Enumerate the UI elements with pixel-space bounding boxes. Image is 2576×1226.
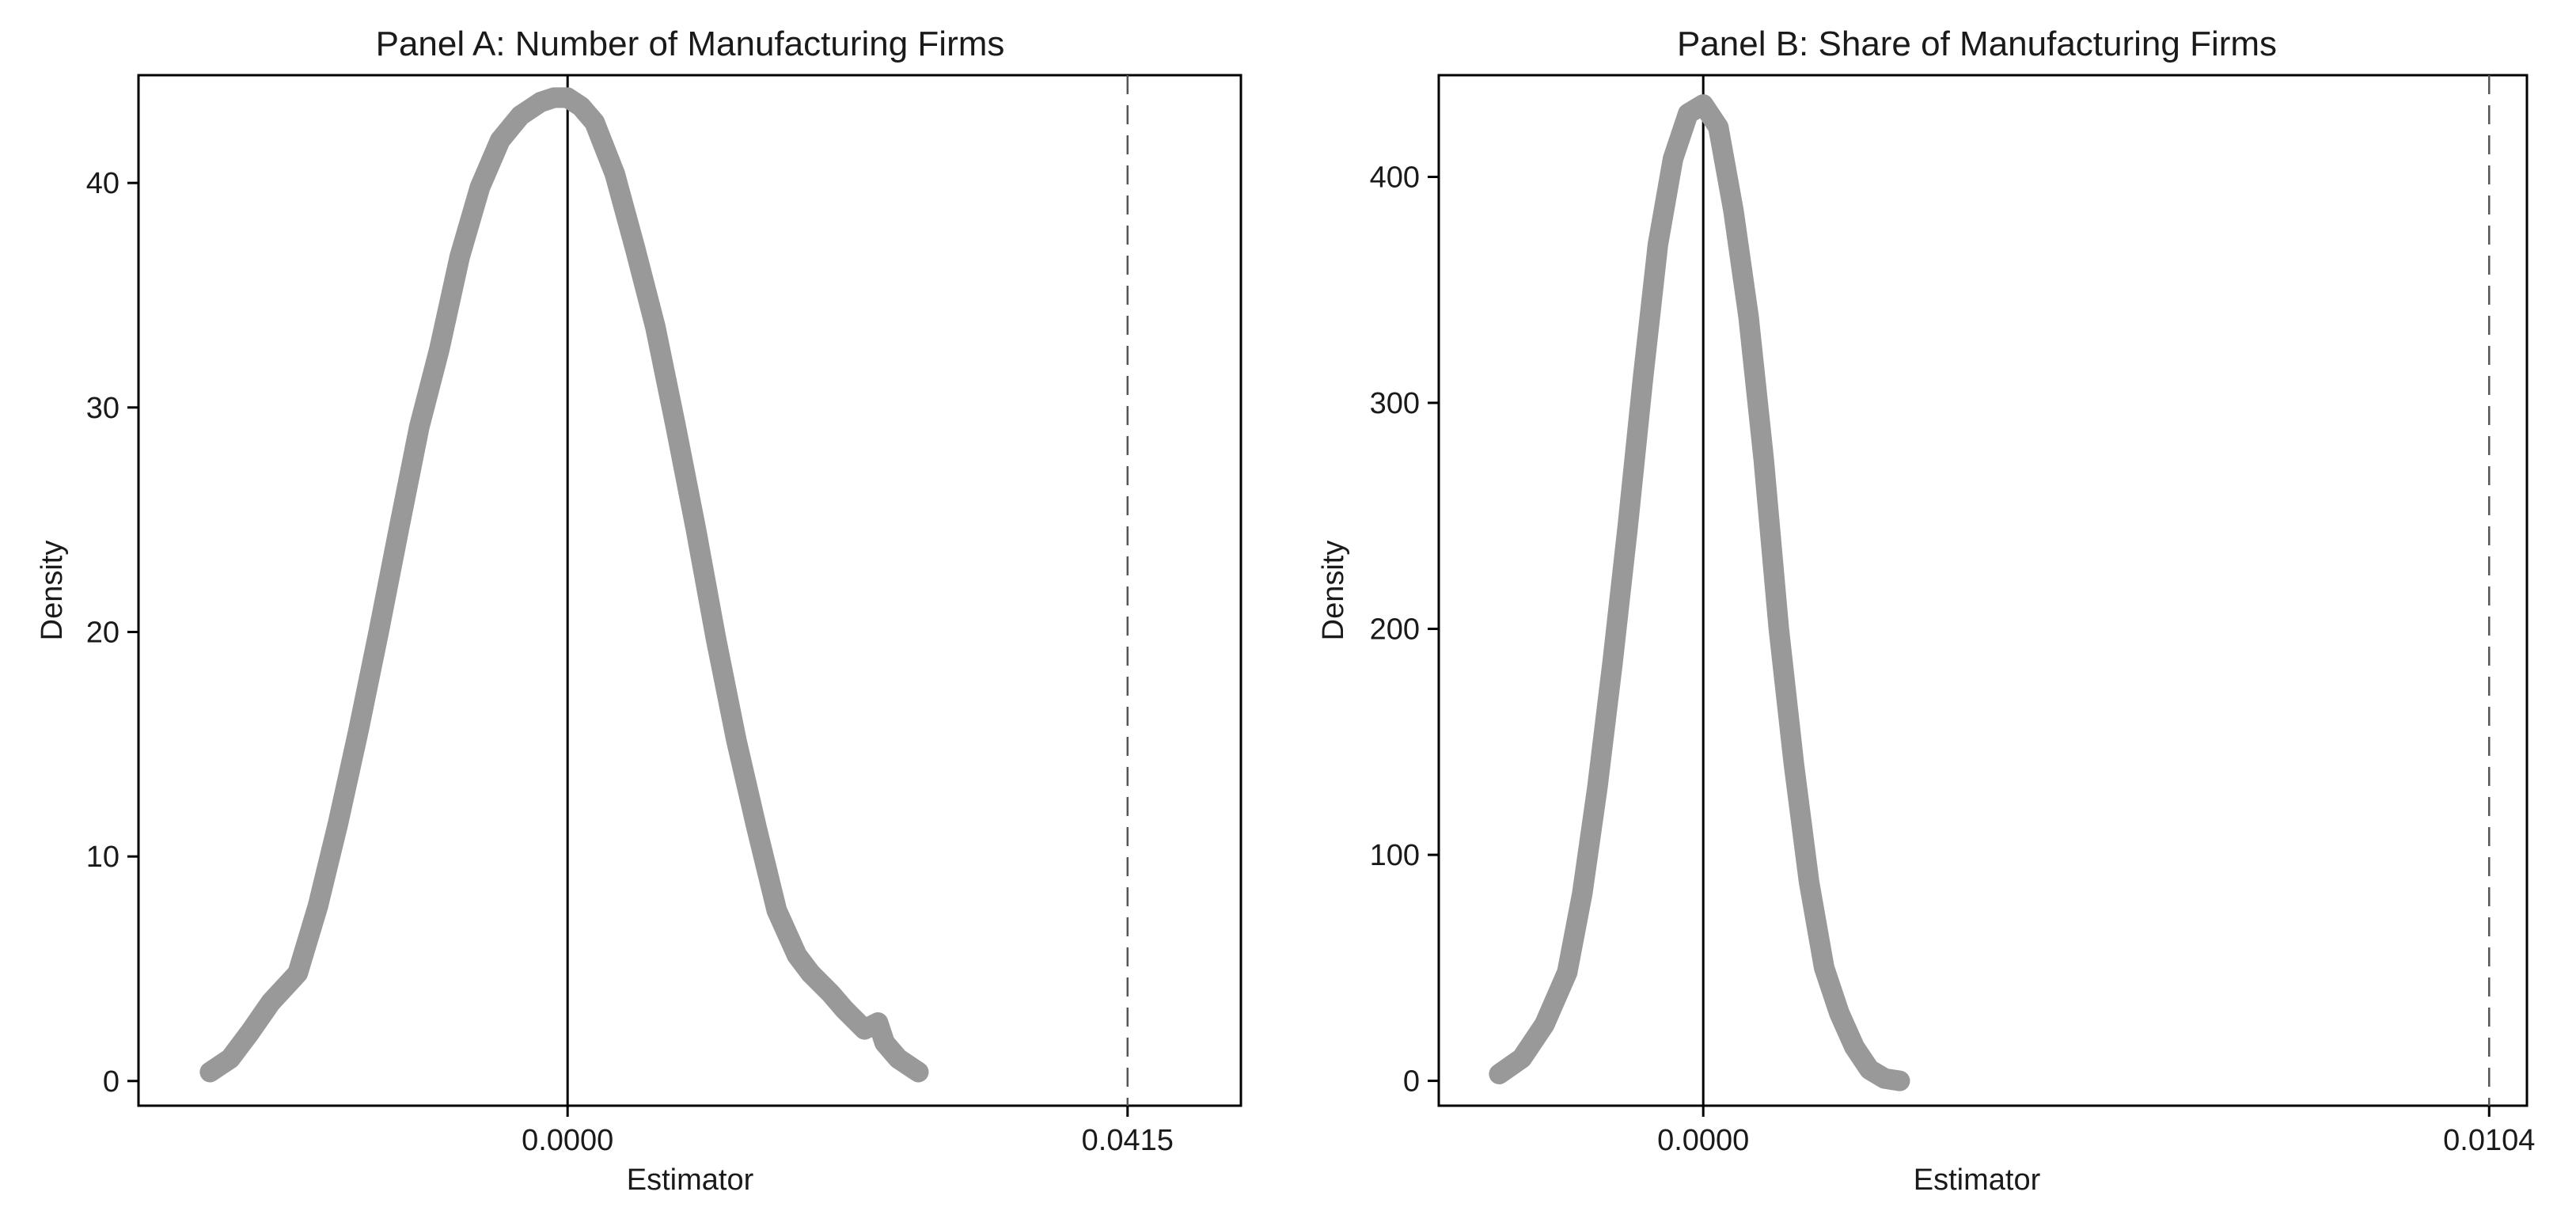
panel-b-density-curve <box>1489 94 1910 1091</box>
panel-b-y-tick-label: 100 <box>1370 839 1420 872</box>
panel-b-y-axis-label: Density <box>1317 541 1350 641</box>
panel-b-title: Panel B: Share of Manufacturing Firms <box>1677 25 2277 63</box>
panel-a-plot-frame <box>137 74 1242 1107</box>
panel-a-y-tick-label: 40 <box>86 167 120 200</box>
panel-a-y-tick-label: 30 <box>86 392 120 425</box>
panel-b-y-tick-label: 200 <box>1370 613 1420 647</box>
panel-b-x-tick-label: 0.0000 <box>1657 1124 1749 1157</box>
panel-a-x-tick-label: 0.0000 <box>522 1124 613 1157</box>
panel-a-y-tick-label: 10 <box>86 841 120 874</box>
panel-a-y-tick-label: 0 <box>103 1065 120 1099</box>
panel-b-x-tick-label: 0.0104 <box>2443 1124 2535 1157</box>
panel-b-x-axis-label: Estimator <box>1914 1163 2041 1197</box>
panel-b-y-tick-label: 400 <box>1370 161 1420 194</box>
panel-a-x-axis-label: Estimator <box>627 1163 754 1197</box>
panel-a-density-curve <box>199 87 929 1083</box>
panel-a-y-tick-label: 20 <box>86 616 120 649</box>
panel-b-y-tick-label: 0 <box>1403 1065 1420 1099</box>
panel-b-plot-frame <box>1437 74 2529 1107</box>
panel-b: Panel B: Share of Manufacturing Firms 0 1… <box>1317 25 2535 1197</box>
panel-b-y-tick-label: 300 <box>1370 387 1420 420</box>
panel-a-x-tick-label: 0.0415 <box>1082 1124 1174 1157</box>
panel-a: Panel A: Number of Manufacturing Firms 0… <box>36 25 1242 1197</box>
panel-a-y-axis-label: Density <box>36 541 69 641</box>
panel-a-title: Panel A: Number of Manufacturing Firms <box>376 25 1005 63</box>
